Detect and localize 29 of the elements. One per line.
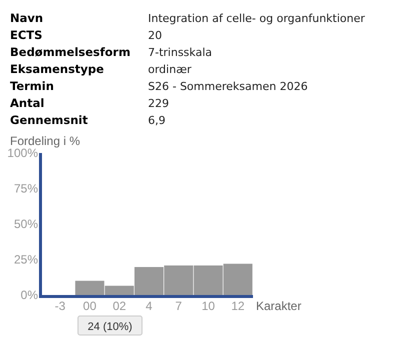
text: Navn [10,11,44,25]
text: Eksamenstype [10,62,104,76]
x-tick-label: 4 [146,299,153,313]
y-tick-label: 0% [20,288,38,302]
text: Antal [10,96,44,110]
text: Bedømmelsesform [10,45,130,59]
x-tick-label: 12 [231,299,245,313]
text: ECTS [10,28,42,42]
y-tick-label: 75% [14,182,38,196]
text: Termin [10,79,54,93]
x-tick-label: -3 [54,299,66,313]
text: 6,9 [148,114,166,127]
text: Integration af celle- og organfunktioner [148,12,366,25]
y-axis-title: Fordeling i % [10,134,80,148]
x-tick-label: 10 [202,299,216,313]
text: S26 - Sommereksamen 2026 [148,80,308,93]
x-axis-title: Karakter [256,299,302,313]
text: 24 (10%) [88,321,132,333]
x-tick-label: 7 [175,299,182,313]
text: 229 [148,97,169,110]
y-tick-label: 25% [14,252,38,266]
x-tick-label: 00 [83,299,97,313]
text: Gennemsnit [10,113,88,127]
y-tick-label: 100% [7,146,38,160]
x-tick-label: 02 [112,299,126,313]
text: ordinær [148,63,192,76]
text: 7-trinsskala [148,46,212,59]
text: 20 [148,29,162,42]
y-tick-label: 50% [14,217,38,231]
